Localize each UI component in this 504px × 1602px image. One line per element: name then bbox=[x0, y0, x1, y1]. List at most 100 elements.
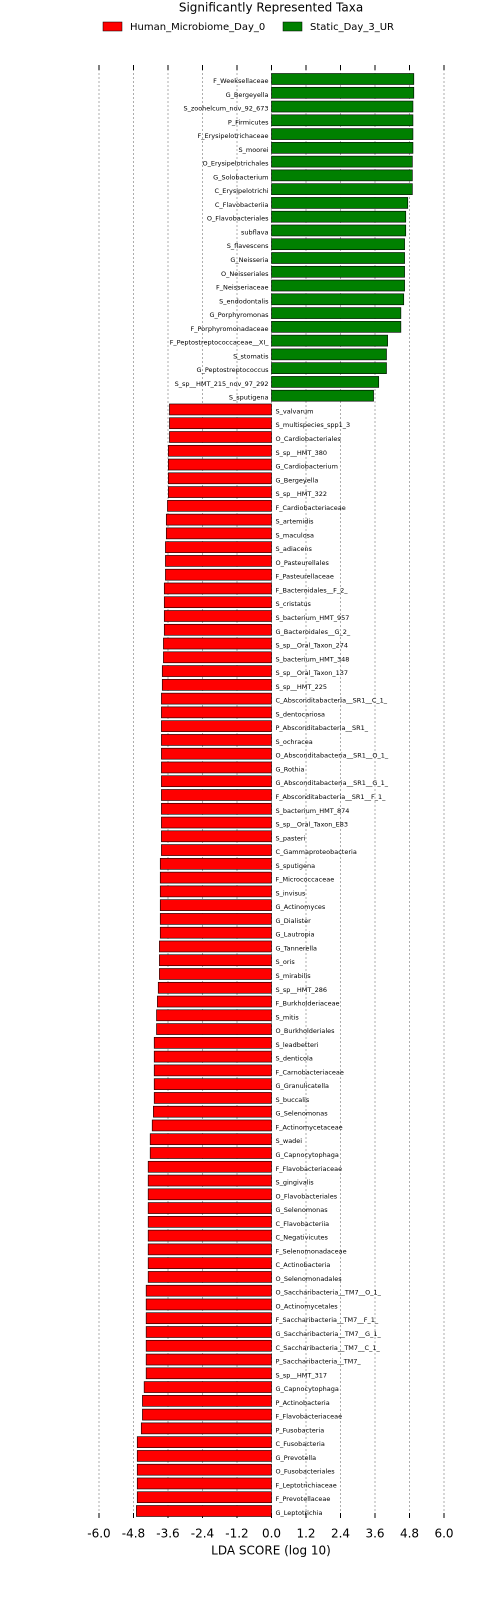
bar bbox=[163, 637, 272, 650]
bar-label: S_bacterium_HMT_874 bbox=[276, 807, 350, 815]
bar bbox=[271, 155, 413, 168]
bar bbox=[145, 1353, 272, 1366]
bar bbox=[161, 789, 272, 801]
bar bbox=[147, 1174, 272, 1187]
bar-label: F_Selenomonadaceae bbox=[276, 1247, 347, 1255]
bar bbox=[271, 279, 405, 292]
bar-label: O_Flavobacteriales bbox=[207, 215, 269, 223]
bar-label: G_Bergeyella bbox=[226, 91, 269, 99]
bar bbox=[165, 513, 272, 526]
bar bbox=[136, 1463, 272, 1476]
bar-label: G_Selenomonas bbox=[276, 1110, 329, 1118]
bar bbox=[271, 128, 414, 140]
bar-label: F_Prevotellaceae bbox=[276, 1495, 331, 1503]
bar bbox=[161, 734, 272, 746]
bar bbox=[136, 1505, 272, 1517]
chart-title: Significantly Represented Taxa bbox=[179, 1, 363, 15]
bar-label: F_Erysipelotrichaceae bbox=[198, 132, 269, 140]
bar bbox=[143, 1381, 272, 1393]
bar bbox=[163, 623, 272, 636]
bar bbox=[147, 1202, 272, 1214]
bar-label: O_Flavobacteriales bbox=[276, 1192, 338, 1200]
bar bbox=[159, 899, 272, 911]
bar bbox=[159, 913, 272, 925]
bar-label: F_Absconditabacteria__SR1__F_1_ bbox=[276, 793, 387, 801]
legend-label: Human_Microbiome_Day_0 bbox=[130, 22, 265, 33]
bar bbox=[153, 1050, 272, 1063]
bar-label: O_Cardiobacteriales bbox=[276, 435, 342, 443]
bar-label: S_gingivalis bbox=[276, 1179, 315, 1187]
bar-label: subflava bbox=[241, 228, 269, 236]
x-tick-label: 1.2 bbox=[296, 1527, 315, 1541]
bar-label: P_Absconditabacteria__SR1_ bbox=[276, 724, 369, 732]
bar bbox=[167, 500, 272, 512]
bar bbox=[153, 1037, 272, 1049]
bar-label: F_Actinomycetaceae bbox=[276, 1123, 343, 1131]
bar-label: F_Saccharibacteria__TM7__F_1_ bbox=[276, 1316, 379, 1324]
bar bbox=[145, 1326, 272, 1338]
bar bbox=[271, 114, 414, 127]
bar-label: C_Erysipelotrichi bbox=[214, 187, 268, 195]
x-tick-label: -2.4 bbox=[191, 1527, 214, 1541]
bar bbox=[140, 1422, 272, 1435]
bar bbox=[142, 1408, 272, 1421]
bar bbox=[147, 1243, 272, 1256]
bar-label: S_valvarum bbox=[276, 407, 314, 415]
bar-label: S_sp__HMT_317 bbox=[276, 1371, 328, 1379]
bar-label: C_Negativicutes bbox=[276, 1234, 329, 1242]
bar-label: S_oris bbox=[276, 958, 296, 966]
bar bbox=[147, 1160, 272, 1173]
bar bbox=[161, 844, 272, 856]
bar bbox=[163, 651, 272, 664]
legend-swatch bbox=[282, 21, 303, 32]
bar-label: G_Absconditabacteria__SR1__G_1_ bbox=[276, 779, 389, 787]
bar bbox=[271, 73, 415, 85]
bar-label: G_Prevotella bbox=[276, 1454, 317, 1462]
bar bbox=[161, 775, 272, 788]
bar bbox=[153, 1092, 272, 1104]
bar-label: S_multispecies_spp1_3 bbox=[276, 421, 351, 429]
bar-label: S_bacterium_HMT_957 bbox=[276, 614, 350, 622]
legend-label: Static_Day_3_UR bbox=[310, 22, 394, 33]
bar bbox=[159, 926, 272, 939]
bar bbox=[271, 142, 414, 154]
bar-label: F_Burkholderiaceae bbox=[276, 1000, 340, 1008]
bar bbox=[153, 1105, 272, 1118]
bar-label: P_Firmicutes bbox=[228, 118, 269, 126]
bar bbox=[159, 940, 272, 953]
bar bbox=[271, 307, 402, 319]
bar bbox=[161, 665, 272, 677]
bar-label: G_Dialister bbox=[276, 917, 312, 925]
bar-label: S_sp__HMT_215_nov_97_292 bbox=[175, 380, 269, 388]
bar-label: S_mirabilis bbox=[276, 972, 312, 980]
bar-label: G_Saccharibacteria__TM7__G_1_ bbox=[276, 1330, 382, 1338]
bar-label: S_bacterium_HMT_348 bbox=[276, 655, 350, 663]
x-tick-label: -6.0 bbox=[87, 1527, 110, 1541]
bar-label: G_Bergeyella bbox=[276, 476, 319, 484]
x-tick-label: 0.0 bbox=[262, 1527, 281, 1541]
bar bbox=[159, 858, 272, 870]
bar-label: F_Carnobacteriaceae bbox=[276, 1068, 344, 1076]
bar-label: S_adiacens bbox=[276, 545, 313, 553]
bar-label: G_Solobacterium bbox=[213, 173, 268, 181]
bar-label: S_sputigena bbox=[276, 862, 316, 870]
bar-label: O_Selenomonadales bbox=[276, 1275, 343, 1283]
bar-label: C_Actinobacteria bbox=[276, 1261, 331, 1269]
bar-label: F_Weeksellaceae bbox=[213, 77, 268, 85]
bar bbox=[145, 1298, 272, 1311]
bar-label: G_Capnocytophaga bbox=[276, 1385, 339, 1393]
bar-label: C_Absconditabacteria__SR1__C_1_ bbox=[276, 697, 388, 705]
bar bbox=[161, 747, 272, 760]
legend-swatch bbox=[102, 21, 123, 32]
bar-label: S_sp__HMT_322 bbox=[276, 490, 328, 498]
bar-label: S_dentocariosa bbox=[276, 710, 326, 718]
bar-label: P_Actinobacteria bbox=[276, 1399, 330, 1407]
bar-label: G_Cardiobacterium bbox=[276, 463, 338, 471]
bar bbox=[156, 1009, 272, 1022]
bar bbox=[271, 252, 405, 264]
bar bbox=[145, 1339, 272, 1352]
bar bbox=[271, 183, 413, 195]
bar bbox=[161, 720, 272, 732]
bar-label: G_Bacteroidales__G_2_ bbox=[276, 628, 351, 636]
bar bbox=[147, 1188, 272, 1201]
